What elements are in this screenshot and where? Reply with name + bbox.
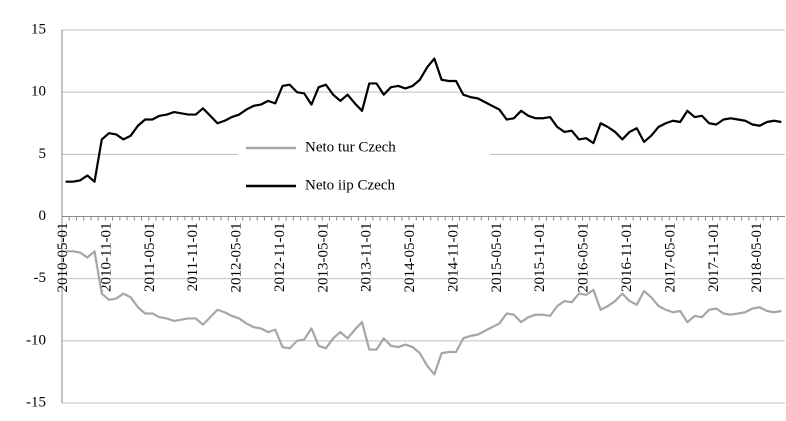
y-tick-label: 15 — [31, 21, 46, 37]
x-tick-label: 2013-11-01 — [359, 223, 375, 292]
x-tick-label: 2017-05-01 — [662, 223, 678, 293]
x-tick-label: 2010-11-01 — [98, 223, 114, 292]
x-tick-label: 2018-05-01 — [749, 223, 765, 293]
x-tick-label: 2016-11-01 — [619, 223, 635, 292]
x-tick-label: 2010-05-01 — [55, 223, 71, 293]
x-tick-label: 2016-05-01 — [576, 223, 592, 293]
x-tick-label: 2014-05-01 — [402, 223, 418, 293]
legend-box — [238, 126, 490, 200]
x-tick-label: 2011-11-01 — [185, 223, 201, 292]
x-tick-label: 2014-11-01 — [445, 223, 461, 292]
x-tick-label: 2015-05-01 — [489, 223, 505, 293]
y-tick-label: -15 — [26, 394, 46, 410]
series-line — [65, 250, 782, 376]
y-tick-label: -5 — [34, 270, 47, 286]
y-tick-label: 10 — [31, 84, 46, 100]
y-tick-label: 5 — [39, 146, 47, 162]
legend-label: Neto tur Czech — [305, 139, 396, 155]
y-tick-label: -10 — [26, 332, 46, 348]
x-tick-label: 2011-05-01 — [142, 223, 158, 292]
x-tick-label: 2012-05-01 — [229, 223, 245, 293]
legend-label: Neto iip Czech — [305, 177, 395, 193]
x-tick-label: 2013-05-01 — [315, 223, 331, 293]
series-line — [65, 57, 782, 183]
y-tick-label: 0 — [39, 208, 47, 224]
x-tick-label: 2017-11-01 — [706, 223, 722, 292]
x-tick-label: 2012-11-01 — [272, 223, 288, 292]
x-tick-label: 2015-11-01 — [532, 223, 548, 292]
